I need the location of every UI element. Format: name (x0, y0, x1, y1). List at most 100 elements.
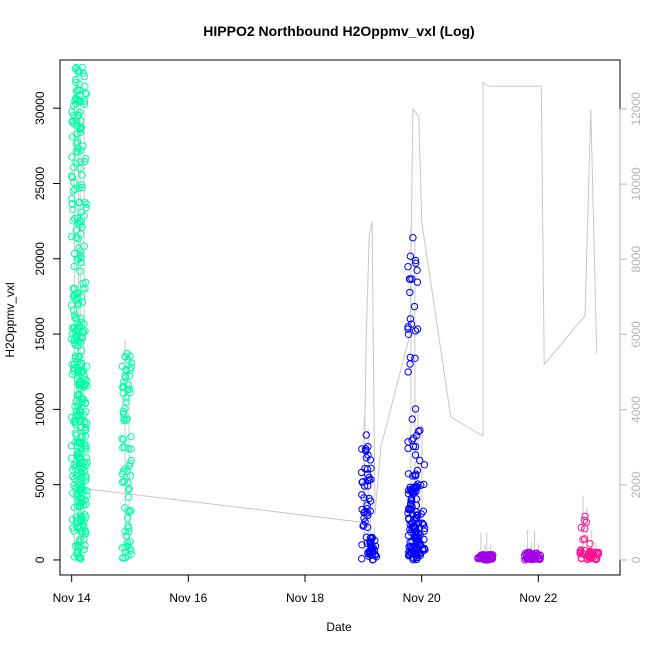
data-point (590, 548, 598, 557)
data-point (74, 337, 83, 345)
data-point (404, 470, 413, 478)
data-point (409, 472, 417, 480)
chart-title: HIPPO2 Northbound H2Oppmv_vxl (Log) (203, 23, 474, 39)
data-point (125, 524, 133, 532)
data-point (77, 444, 86, 453)
data-point (125, 372, 134, 380)
data-point (411, 256, 420, 265)
data-point (69, 101, 78, 110)
data-point (81, 157, 89, 166)
data-point (411, 442, 420, 451)
data-point (126, 472, 135, 480)
data-point (69, 187, 78, 195)
data-point (77, 98, 85, 106)
y-left-tick-label: 25000 (33, 166, 47, 200)
data-point (127, 507, 135, 515)
data-point (123, 349, 131, 358)
data-point (70, 178, 78, 187)
data-point (122, 532, 131, 540)
data-point (119, 554, 127, 562)
data-point (118, 478, 127, 486)
data-point (358, 555, 366, 563)
data-point (368, 533, 376, 542)
data-point (71, 185, 79, 193)
data-point (72, 78, 80, 87)
data-point (413, 466, 422, 475)
data-point (68, 108, 76, 116)
data-point (406, 275, 414, 283)
y-left-tick-label: 10000 (33, 392, 47, 426)
data-point (80, 383, 88, 391)
data-point (74, 111, 83, 119)
data-point (72, 226, 81, 234)
data-point (83, 200, 91, 209)
altitude-trace-layer (71, 81, 598, 557)
data-point (77, 254, 86, 262)
data-point (80, 212, 88, 220)
data-point (361, 446, 370, 455)
data-point (125, 484, 134, 493)
data-point (414, 427, 423, 436)
data-point (404, 444, 412, 453)
data-point (586, 540, 594, 548)
data-point (411, 405, 420, 413)
data-point (67, 442, 76, 450)
data-point (406, 315, 415, 323)
data-point (419, 521, 428, 529)
data-point (407, 545, 415, 553)
data-point (73, 96, 82, 104)
data-point (122, 416, 130, 424)
data-point (404, 531, 413, 540)
data-point (127, 363, 136, 372)
data-point (577, 523, 585, 532)
data-point (413, 431, 421, 440)
data-point (82, 472, 90, 480)
data-point (408, 415, 416, 423)
data-point (72, 461, 81, 469)
data-point (410, 302, 419, 311)
x-tick-label: Nov 18 (286, 591, 324, 605)
data-point (420, 544, 429, 553)
data-point (120, 414, 128, 422)
data-point (415, 534, 423, 542)
data-point (81, 327, 89, 335)
data-point (127, 445, 135, 453)
data-point (69, 205, 77, 214)
x-tick-label: Nov 16 (169, 591, 207, 605)
data-point (411, 327, 420, 335)
data-point (72, 139, 81, 148)
data-point (80, 242, 89, 250)
data-point (420, 535, 428, 544)
data-point (80, 458, 89, 466)
data-point (77, 230, 85, 238)
data-point (415, 550, 424, 558)
data-point (412, 259, 420, 267)
data-point (80, 72, 89, 81)
data-point (81, 399, 90, 407)
data-point (72, 75, 80, 84)
data-point (368, 551, 376, 559)
y-right-tick-label: 0 (629, 556, 643, 563)
data-point (72, 63, 81, 72)
y-axis-left: 0 5000 10000 15000 20000 25000 30000 (33, 91, 61, 563)
data-point (124, 493, 133, 501)
x-tick-label: Nov 14 (53, 591, 91, 605)
data-point (68, 118, 76, 126)
data-point (73, 469, 82, 477)
data-point (118, 544, 127, 552)
data-point (78, 298, 87, 306)
data-point (404, 509, 412, 517)
data-point (536, 555, 544, 563)
data-point (407, 320, 416, 328)
y-left-tick-label: 5000 (33, 471, 47, 498)
data-point (576, 548, 584, 556)
data-point (77, 314, 85, 322)
data-point (404, 438, 412, 446)
data-point (67, 413, 76, 421)
data-point (71, 65, 80, 73)
data-point (76, 503, 84, 511)
data-point (413, 511, 421, 519)
data-point (71, 429, 80, 437)
data-point (82, 454, 91, 462)
